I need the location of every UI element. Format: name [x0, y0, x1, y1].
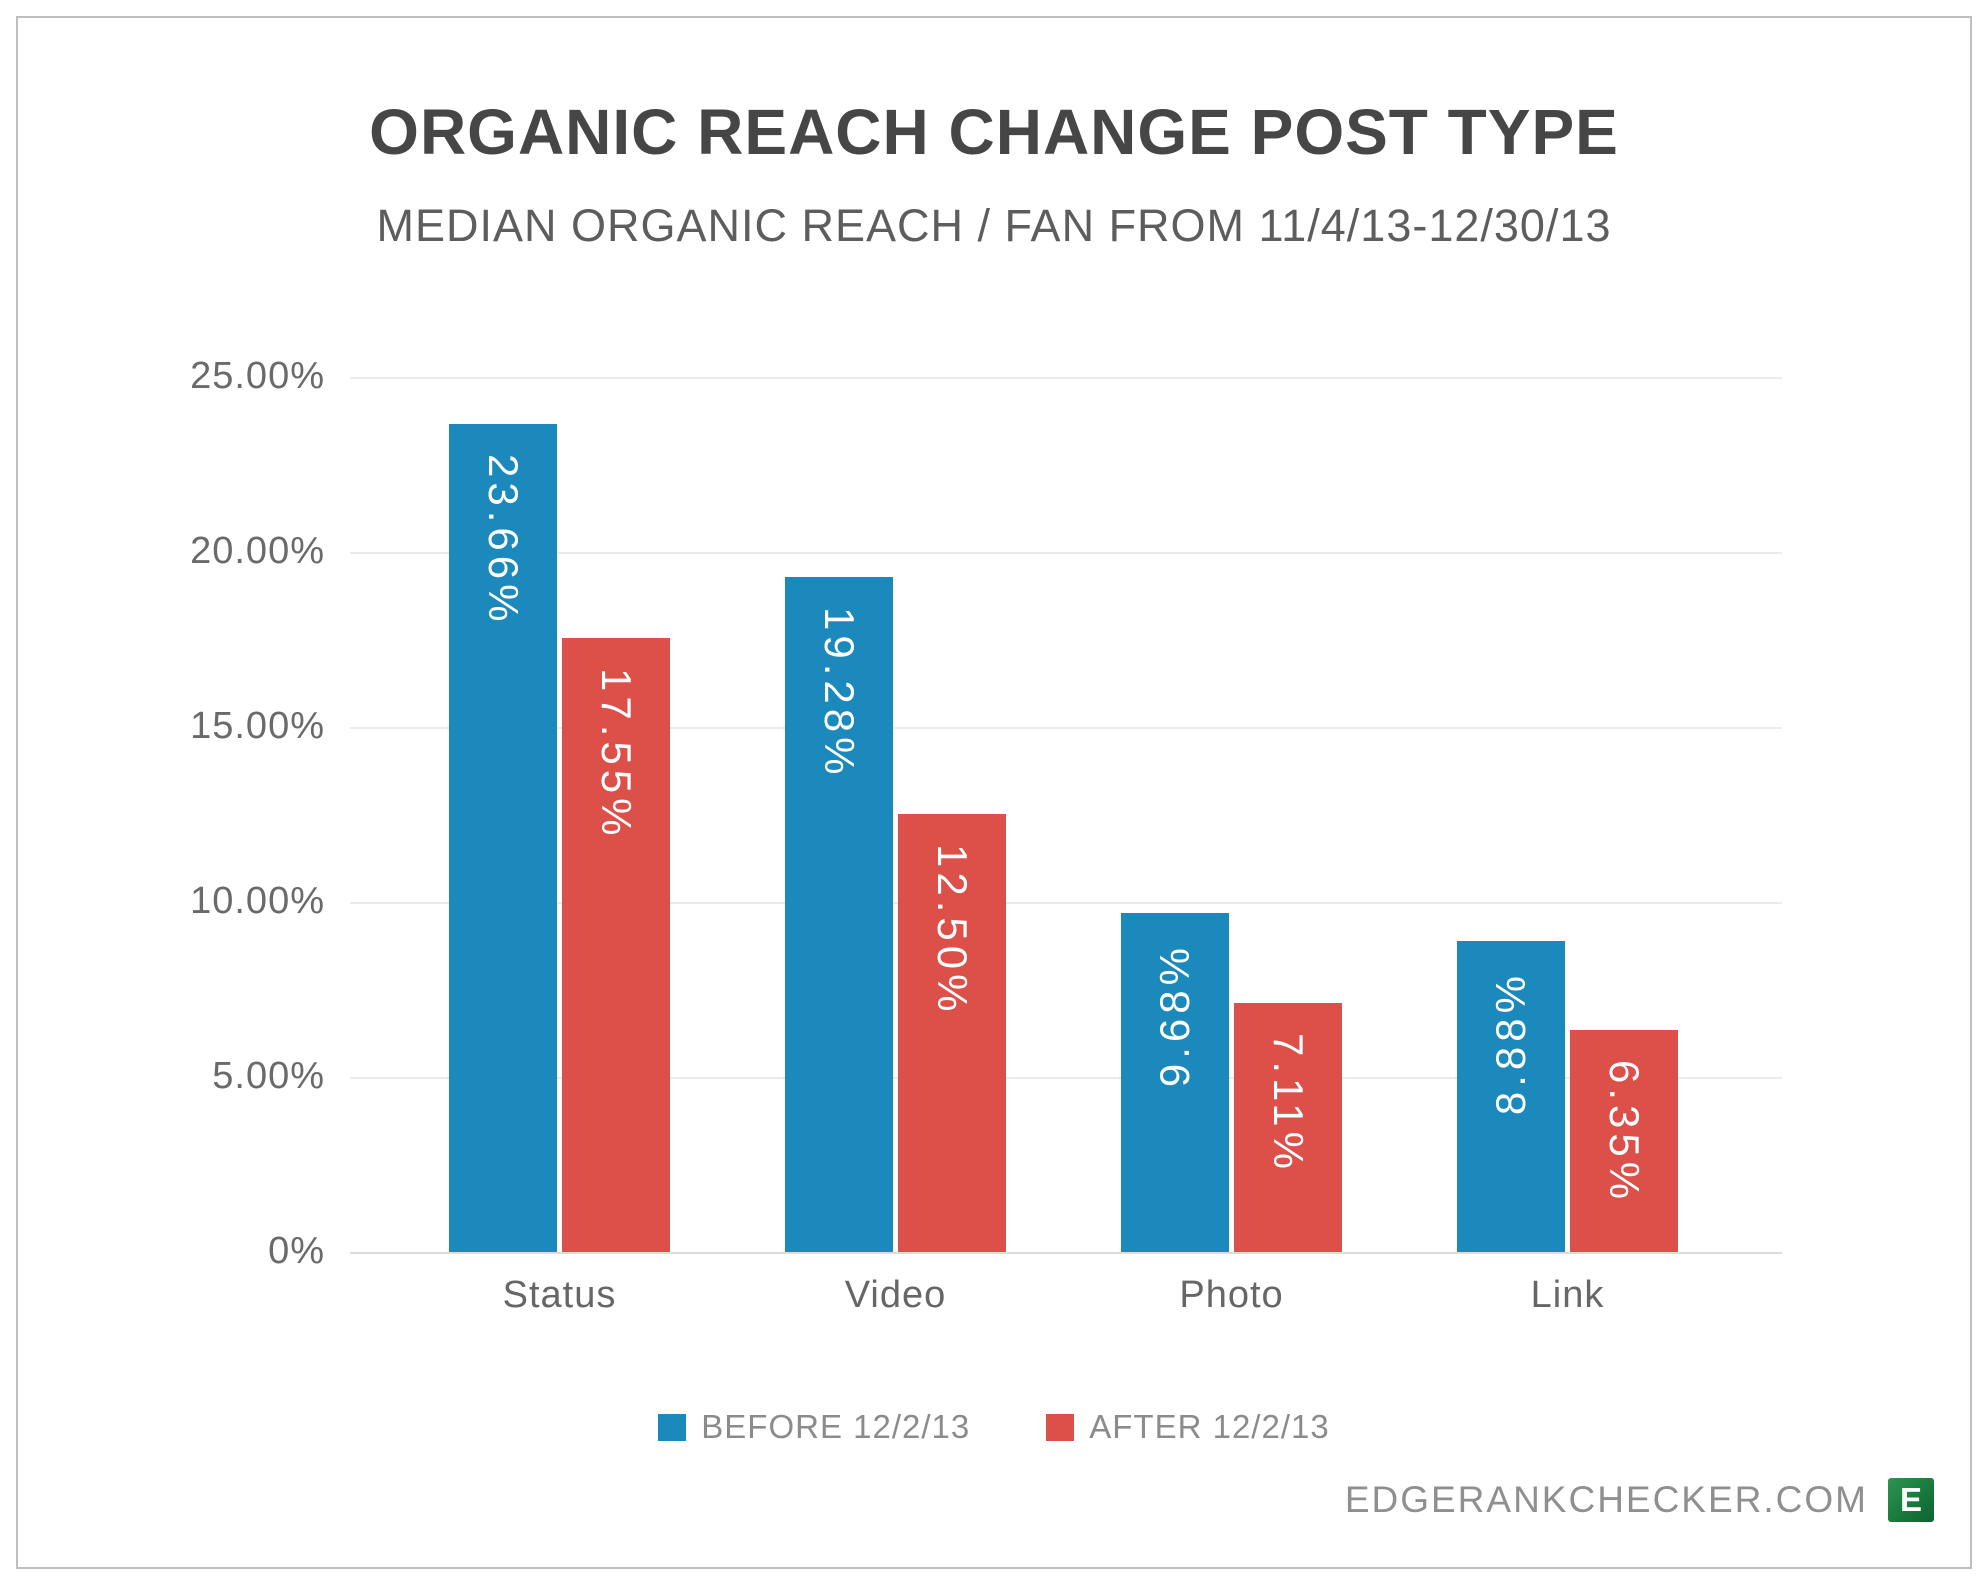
- legend-swatch-after-icon: [1046, 1413, 1075, 1441]
- gridline-5.00%: [350, 1077, 1782, 1079]
- bar-value-label-photo-after: 7.11%: [1265, 1033, 1312, 1174]
- bar-video-before: 19.28%: [785, 577, 893, 1252]
- y-tick-label-15.00%: 15.00%: [190, 705, 325, 747]
- footer-site-label: EDGERANKCHECKER.COM: [1344, 1479, 1868, 1520]
- chart-frame: [16, 16, 1972, 1569]
- y-tick-label-10.00%: 10.00%: [190, 880, 325, 922]
- footer: EDGERANKCHECKER.COM E: [1345, 1478, 1934, 1522]
- x-axis-label-photo: Photo: [1179, 1274, 1284, 1316]
- legend-label-after: AFTER 12/2/13: [1089, 1408, 1330, 1445]
- bar-value-label-video-after: 12.50%: [929, 844, 976, 1017]
- edgerank-logo-icon: E: [1888, 1478, 1934, 1522]
- plot-area: 25.00% 20.00% 15.00% 10.00% 5.00% 0% 23.66% 17.…: [190, 355, 1782, 1316]
- legend-item-after: AFTER 12/2/13: [1046, 1408, 1329, 1446]
- bar-video-after: 12.50%: [898, 814, 1006, 1252]
- x-axis-line: [350, 1252, 1782, 1254]
- bar-status-after: 17.55%: [562, 638, 670, 1252]
- gridline-10.00%: [350, 902, 1782, 904]
- bar-value-label-video-before: 19.28%: [816, 607, 863, 780]
- bar-photo-after: 7.11%: [1234, 1003, 1342, 1252]
- gridline-20.00%: [350, 552, 1782, 554]
- bar-status-before: 23.66%: [449, 424, 557, 1252]
- gridline-25.00%: [350, 377, 1782, 379]
- bar-value-label-photo-before: 9.68%: [1151, 943, 1198, 1088]
- x-axis-label-link: Link: [1530, 1274, 1605, 1316]
- gridline-15.00%: [350, 727, 1782, 729]
- y-tick-label-25.00%: 25.00%: [190, 355, 325, 397]
- legend-label-before: BEFORE 12/2/13: [701, 1408, 971, 1445]
- bar-photo-before: 9.68%: [1121, 913, 1229, 1252]
- y-tick-label-5.00%: 5.00%: [212, 1055, 325, 1097]
- legend: BEFORE 12/2/13 AFTER 12/2/13: [0, 1408, 1988, 1446]
- bar-link-after: 6.35%: [1570, 1030, 1678, 1252]
- y-tick-label-20.00%: 20.00%: [190, 530, 325, 572]
- bar-value-label-status-after: 17.55%: [593, 668, 640, 841]
- chart-subtitle: MEDIAN ORGANIC REACH / FAN FROM 11/4/13-…: [376, 200, 1612, 251]
- legend-swatch-before-icon: [658, 1413, 687, 1441]
- y-tick-label-0%: 0%: [268, 1230, 325, 1272]
- chart-title: ORGANIC REACH CHANGE POST TYPE: [369, 96, 1619, 168]
- x-axis-label-video: Video: [844, 1274, 947, 1316]
- legend-item-before: BEFORE 12/2/13: [658, 1408, 970, 1446]
- bar-value-label-status-before: 23.66%: [480, 454, 527, 627]
- bar-link-before: 8.88%: [1457, 941, 1565, 1252]
- bar-value-label-link-after: 6.35%: [1601, 1060, 1648, 1205]
- bar-value-label-link-before: 8.88%: [1487, 971, 1534, 1116]
- x-axis-label-status: Status: [502, 1274, 617, 1316]
